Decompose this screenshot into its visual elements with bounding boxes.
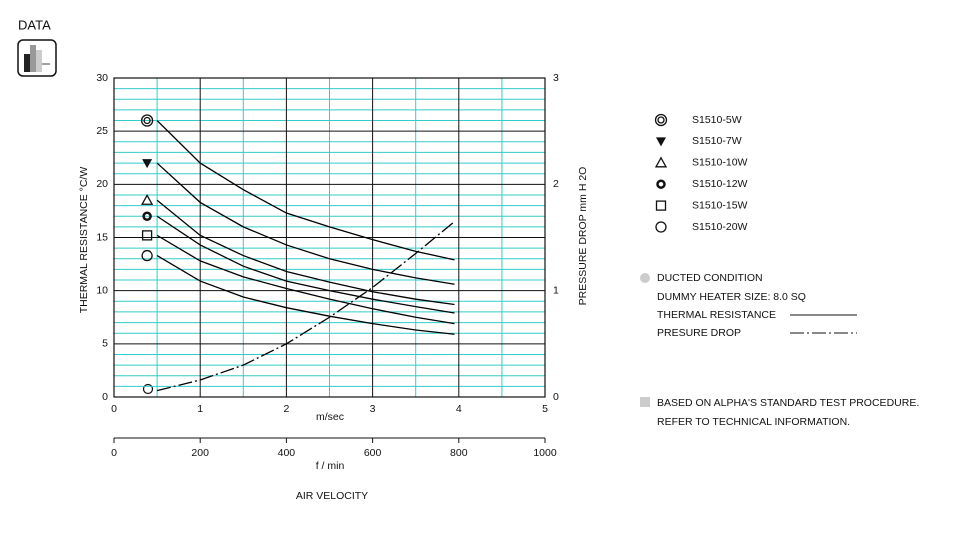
y2-tick-label: 0 <box>553 391 559 403</box>
marker <box>140 114 154 127</box>
y-tick-label: 10 <box>96 284 108 296</box>
x-tick-label: 0 <box>111 403 117 415</box>
x2-tick-label: 200 <box>191 447 209 459</box>
legend-label: S1510-10W <box>692 157 748 169</box>
marker <box>142 159 153 169</box>
header-label: DATA <box>18 17 51 32</box>
data-icon <box>17 39 57 77</box>
y-tick-label: 20 <box>96 178 108 190</box>
note-bullet <box>640 273 650 283</box>
marker <box>142 211 152 221</box>
x2-tick-label: 0 <box>111 447 117 459</box>
legend-label: S1510-7W <box>692 135 742 147</box>
series-line <box>156 255 455 335</box>
x2-tick-label: 400 <box>278 447 296 459</box>
y-tick-label: 5 <box>102 338 108 350</box>
marker-ring <box>140 114 154 127</box>
note-text: THERMAL RESISTANCE <box>657 309 776 321</box>
note-text: REFER TO TECHNICAL INFORMATION. <box>657 416 850 428</box>
legend-label: S1510-5W <box>692 114 742 126</box>
air-velocity-title: AIR VELOCITY <box>296 490 368 502</box>
marker <box>655 221 667 233</box>
series-line <box>156 120 455 261</box>
series-line <box>156 199 455 306</box>
y-tick-label: 0 <box>102 391 108 403</box>
series-line <box>156 162 455 285</box>
x-axis-title: m/sec <box>316 411 344 423</box>
y2-axis-title: PRESSURE DROP mm H 2O <box>577 167 589 306</box>
plot-frame <box>113 77 546 398</box>
note-text: PRESURE DROP <box>657 327 741 339</box>
marker <box>141 249 153 262</box>
y2-tick-label: 3 <box>553 72 559 84</box>
x-tick-label: 4 <box>456 403 462 415</box>
legend-label: S1510-12W <box>692 178 748 190</box>
note-text: BASED ON ALPHA'S STANDARD TEST PROCEDURE… <box>657 397 919 409</box>
x-tick-label: 5 <box>542 403 548 415</box>
marker <box>140 193 154 205</box>
y2-tick-label: 2 <box>553 178 559 190</box>
pressure-marker <box>142 383 154 395</box>
x-tick-label: 1 <box>197 403 203 415</box>
marker <box>655 200 667 211</box>
y-tick-label: 25 <box>96 125 108 137</box>
x2-tick-label: 800 <box>450 447 468 459</box>
marker <box>656 137 666 147</box>
note-text: DUCTED CONDITION <box>657 272 763 284</box>
marker <box>654 113 668 127</box>
x2-tick-label: 600 <box>364 447 382 459</box>
series-line <box>156 221 455 392</box>
x2-tick-label: 1000 <box>533 447 557 459</box>
legend-label: S1510-20W <box>692 221 748 233</box>
note-text: DUMMY HEATER SIZE: 8.0 SQ <box>657 291 806 303</box>
marker-ring <box>657 116 665 124</box>
y-tick-label: 30 <box>96 72 108 84</box>
marker-ring <box>143 116 151 125</box>
marker-ring <box>654 113 668 127</box>
series-line <box>156 215 455 314</box>
marker <box>141 230 153 241</box>
marker <box>656 179 666 189</box>
x-tick-label: 3 <box>370 403 376 415</box>
x2-axis-title: f / min <box>316 460 345 472</box>
legend-label: S1510-15W <box>692 199 748 211</box>
marker <box>654 156 668 168</box>
y2-tick-label: 1 <box>553 284 559 296</box>
y-axis-title: THERMAL RESISTANCE °C/W <box>78 167 90 314</box>
x-tick-label: 2 <box>283 403 289 415</box>
y-tick-label: 15 <box>96 231 108 243</box>
series-line <box>156 234 455 325</box>
note-bullet <box>640 397 650 407</box>
